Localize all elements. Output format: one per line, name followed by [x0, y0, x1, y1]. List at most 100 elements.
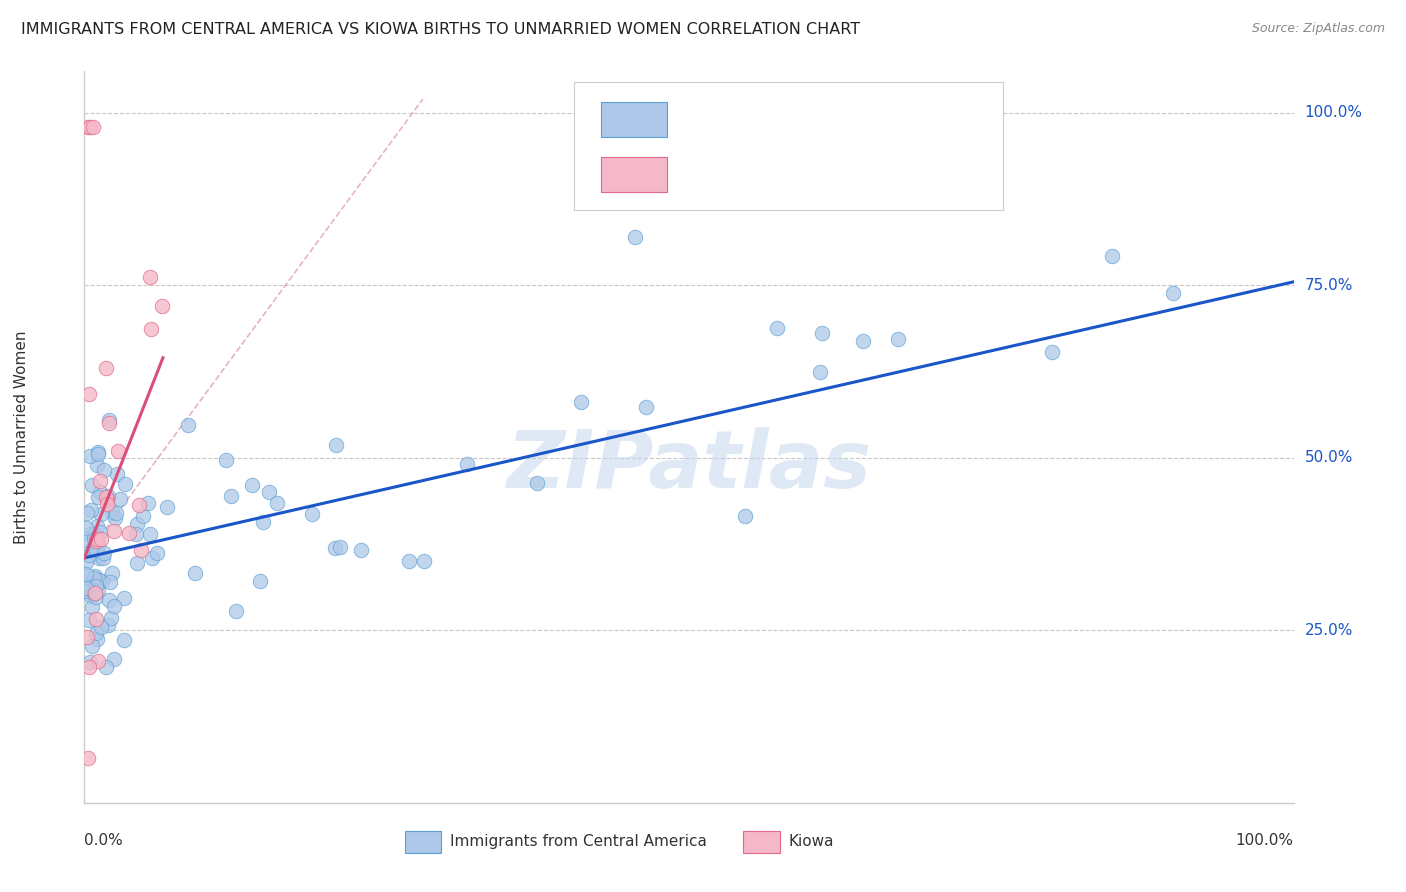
Point — [128, 498, 150, 512]
Point — [184, 566, 207, 581]
Point — [808, 365, 831, 379]
FancyBboxPatch shape — [405, 830, 441, 853]
Point — [105, 467, 128, 482]
Point — [75, 568, 97, 582]
Text: ZIPatlas: ZIPatlas — [506, 427, 872, 506]
Point — [103, 599, 125, 613]
Point — [75, 555, 97, 569]
Point — [84, 612, 107, 626]
Point — [96, 497, 118, 511]
Point — [100, 610, 122, 624]
Point — [96, 492, 118, 507]
FancyBboxPatch shape — [600, 157, 668, 192]
Point — [82, 639, 104, 653]
Point — [225, 604, 247, 618]
Point — [87, 537, 110, 551]
Point — [623, 230, 645, 244]
Point — [1101, 250, 1123, 264]
Point — [141, 551, 163, 566]
Point — [87, 445, 110, 459]
Point — [80, 589, 103, 603]
Point — [215, 453, 238, 467]
Text: 100.0%: 100.0% — [1236, 833, 1294, 848]
Text: 0.0%: 0.0% — [84, 833, 124, 848]
Point — [84, 590, 107, 604]
Point — [87, 490, 110, 504]
Point — [257, 484, 280, 499]
Point — [82, 478, 104, 492]
Point — [86, 519, 108, 533]
Point — [84, 543, 107, 558]
Point — [75, 584, 97, 599]
Text: Source: ZipAtlas.com: Source: ZipAtlas.com — [1251, 22, 1385, 36]
Point — [80, 599, 103, 614]
Point — [97, 489, 120, 503]
Point — [90, 574, 112, 588]
Point — [766, 321, 789, 335]
Text: Immigrants from Central America: Immigrants from Central America — [450, 834, 706, 849]
Point — [94, 490, 117, 504]
Text: 25.0%: 25.0% — [1305, 623, 1353, 638]
Point — [83, 527, 105, 541]
Point — [87, 447, 110, 461]
Point — [329, 541, 352, 555]
Point — [93, 545, 115, 559]
Point — [325, 437, 347, 451]
FancyBboxPatch shape — [600, 102, 668, 137]
Point — [252, 516, 274, 530]
Point — [97, 417, 120, 431]
Point — [79, 449, 101, 463]
Point — [76, 630, 98, 644]
Point — [75, 578, 97, 592]
Point — [98, 593, 121, 607]
Point — [90, 508, 112, 522]
Point — [734, 508, 756, 523]
Point — [323, 541, 346, 556]
Point — [526, 475, 548, 490]
Point — [249, 574, 271, 588]
Point — [125, 516, 148, 531]
Point — [139, 270, 162, 285]
Point — [86, 632, 108, 647]
Point — [90, 532, 112, 546]
Point — [86, 533, 108, 548]
Point — [107, 443, 129, 458]
Point — [136, 495, 159, 509]
Point — [82, 120, 104, 134]
Point — [101, 505, 124, 519]
Point — [456, 457, 478, 471]
Point — [91, 551, 114, 566]
Point — [82, 541, 104, 556]
Point — [97, 617, 120, 632]
Point — [87, 654, 110, 668]
Point — [177, 417, 200, 432]
Point — [80, 503, 103, 517]
Point — [301, 507, 323, 521]
Point — [634, 400, 657, 414]
Point — [112, 591, 135, 606]
Point — [83, 572, 105, 586]
Point — [114, 632, 136, 647]
Text: Kiowa: Kiowa — [789, 834, 834, 849]
Point — [79, 549, 101, 563]
Text: 100.0%: 100.0% — [1305, 105, 1362, 120]
Point — [103, 651, 125, 665]
Point — [84, 585, 107, 599]
Point — [90, 620, 112, 634]
Point — [413, 553, 436, 567]
Text: 75.0%: 75.0% — [1305, 277, 1353, 293]
Point — [83, 532, 105, 546]
Point — [87, 584, 110, 599]
Point — [114, 477, 136, 491]
Point — [77, 120, 100, 134]
FancyBboxPatch shape — [574, 82, 1004, 211]
Point — [150, 299, 173, 313]
Point — [86, 626, 108, 640]
Point — [105, 506, 128, 520]
Point — [77, 613, 100, 627]
Point — [240, 478, 263, 492]
FancyBboxPatch shape — [744, 830, 780, 853]
Point — [84, 579, 107, 593]
Point — [266, 495, 288, 509]
Point — [79, 655, 101, 669]
